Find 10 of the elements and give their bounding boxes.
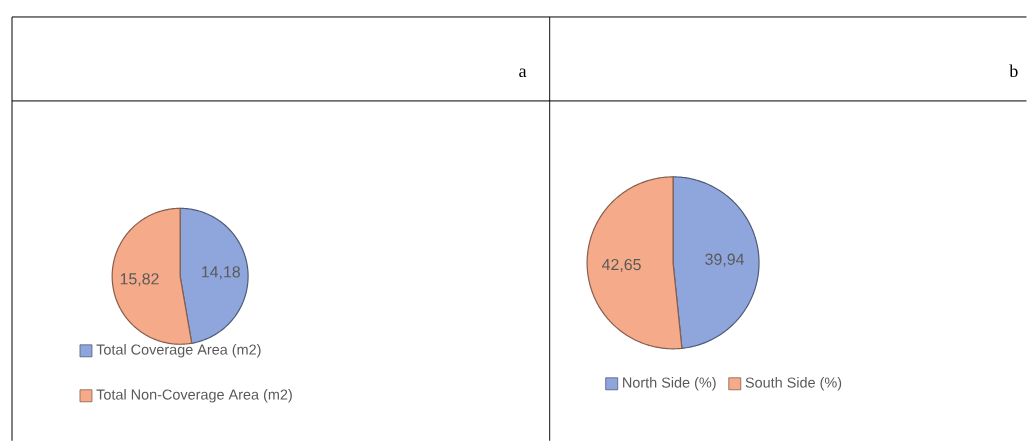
data-label: 14,18 [202,266,240,280]
data-label: 15,82 [120,273,159,287]
text: b [1009,64,1018,77]
legend-label: South Side (%) [745,376,842,391]
legend-label: North Side (%) [623,376,716,391]
data-label: 39,94 [705,253,745,267]
data-label: 42,65 [601,258,641,272]
text: a [519,68,527,77]
legend-label: Total Non-Coverage Area (m2) [96,388,292,403]
legend-label: Total Coverage Area (m2) [96,343,261,358]
